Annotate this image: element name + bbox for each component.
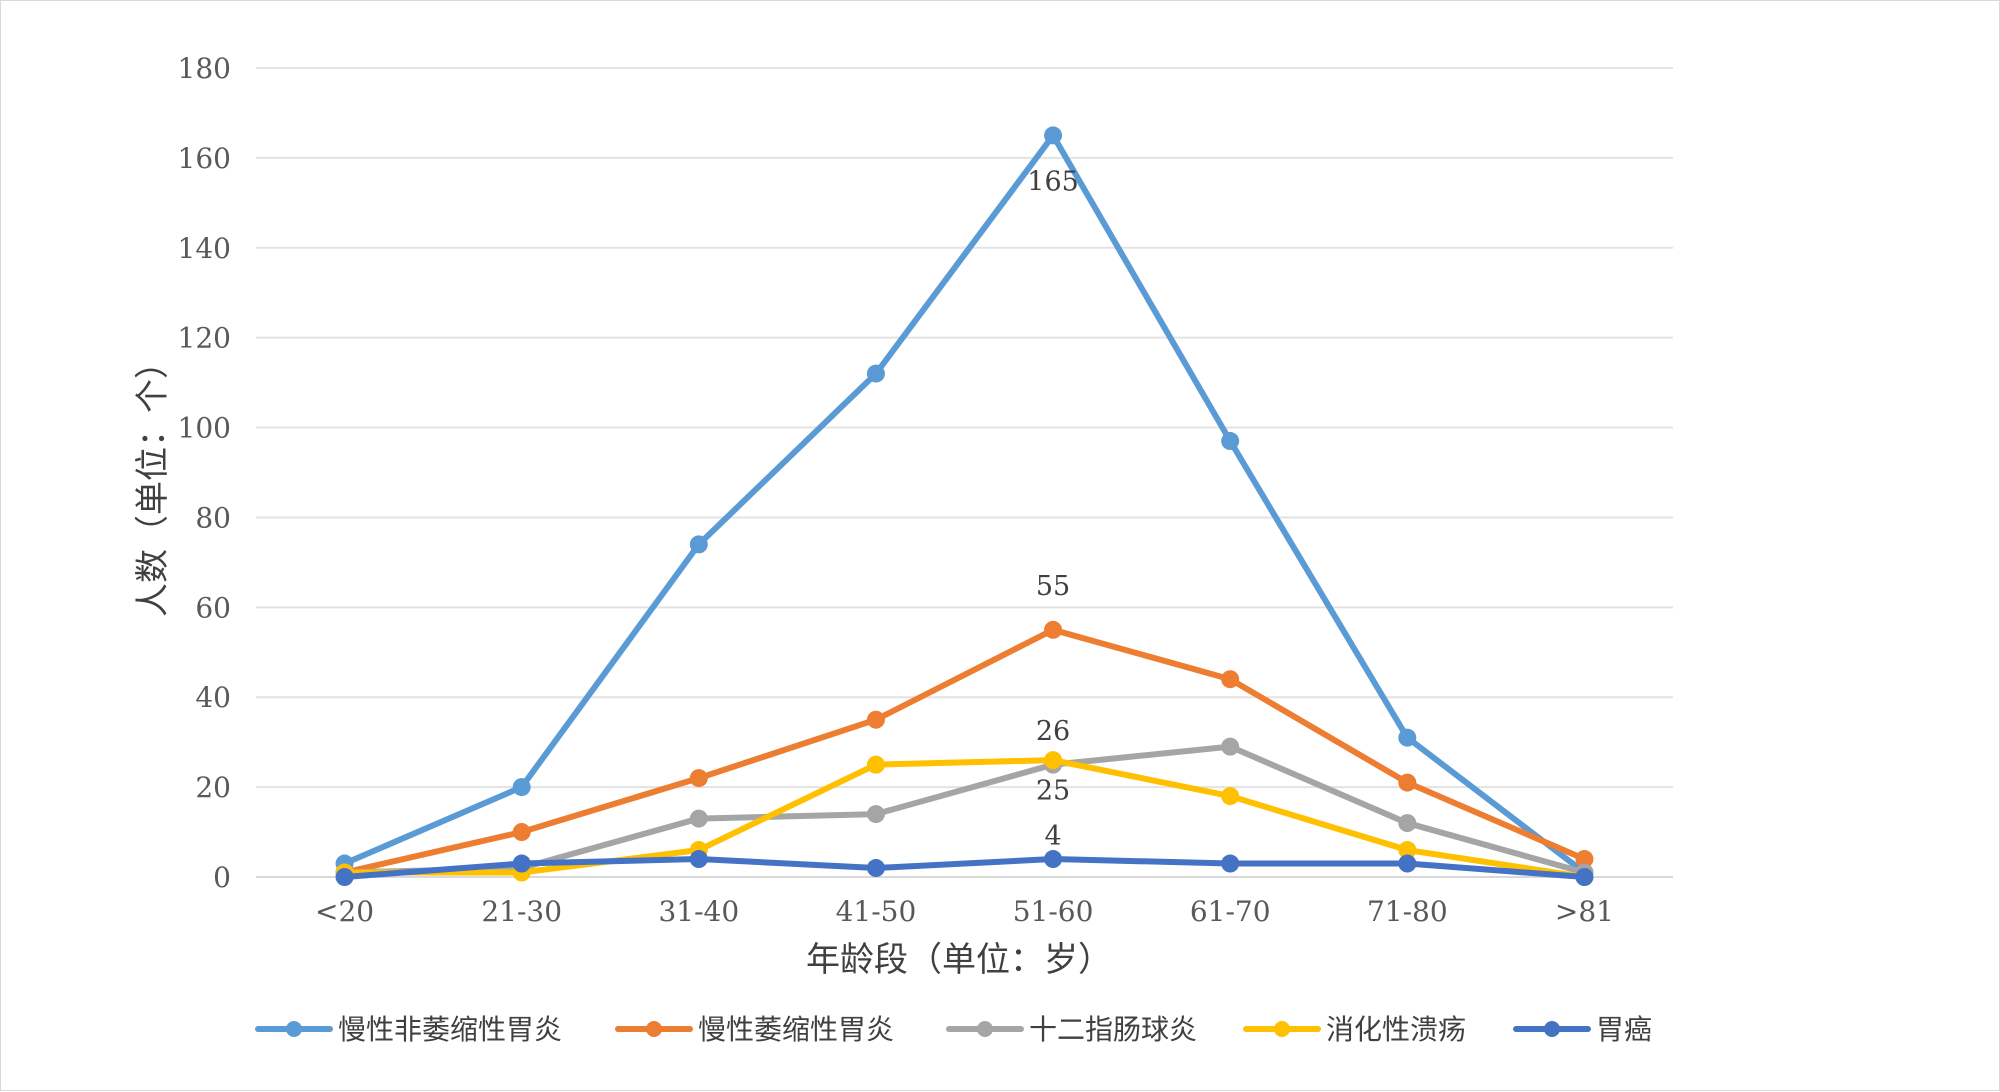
x-tick-label: <20 (315, 895, 374, 928)
y-tick-label: 120 (178, 322, 231, 355)
legend-label: 慢性非萎缩性胃炎 (338, 1013, 562, 1046)
legend: 慢性非萎缩性胃炎 慢性萎缩性胃炎 十二指肠球炎 消化性溃疡 胃癌 (255, 1013, 1652, 1046)
y-tick-label: 100 (178, 412, 231, 445)
data-point (1398, 854, 1417, 873)
legend-label: 消化性溃疡 (1326, 1013, 1466, 1046)
legend-label: 十二指肠球炎 (1029, 1013, 1197, 1046)
legend-label: 慢性萎缩性胃炎 (698, 1013, 894, 1046)
data-point (1221, 670, 1240, 689)
data-point (1221, 737, 1240, 756)
data-point (1044, 620, 1063, 639)
data-label: 55 (1036, 571, 1070, 602)
data-point (335, 868, 354, 886)
legend-marker (1274, 1021, 1290, 1037)
series-line (341, 626, 1588, 876)
data-point (1044, 126, 1063, 145)
legend-marker (977, 1021, 993, 1037)
data-point (1398, 773, 1417, 792)
data-point (1398, 814, 1417, 833)
series-line (341, 757, 1588, 880)
x-tick-label: 31-40 (658, 895, 739, 928)
series-5 (335, 850, 1594, 886)
data-point (1044, 850, 1063, 869)
x-tick-label: >81 (1555, 895, 1614, 928)
x-tick-label: 61-70 (1190, 895, 1271, 928)
data-point (866, 710, 885, 729)
data-point (1221, 854, 1240, 873)
legend-marker (286, 1021, 302, 1037)
data-label: 26 (1036, 716, 1070, 747)
data-point (689, 809, 708, 828)
y-tick-label: 180 (178, 52, 231, 85)
data-point (1044, 751, 1063, 770)
data-point (1398, 841, 1417, 860)
x-axis-title: 年龄段（单位：岁） (806, 940, 1112, 980)
series-lines (335, 126, 1594, 886)
legend-label: 胃癌 (1596, 1013, 1652, 1046)
data-point (1221, 432, 1240, 451)
data-point (512, 854, 531, 873)
series-1 (335, 126, 1594, 882)
gridlines (256, 67, 1673, 878)
y-tick-label: 20 (195, 771, 231, 804)
series-line (341, 743, 1588, 876)
data-point (1221, 787, 1240, 806)
data-point (512, 823, 531, 842)
data-label: 165 (1027, 166, 1079, 197)
series-line (341, 856, 1588, 880)
y-tick-label: 160 (178, 142, 231, 175)
data-point (866, 805, 885, 824)
series-line (341, 132, 1588, 876)
data-label: 4 (1044, 821, 1061, 852)
data-point (1398, 728, 1417, 747)
legend-marker (646, 1021, 662, 1037)
y-tick-label: 40 (195, 681, 231, 714)
data-point (512, 778, 531, 797)
legend-item: 慢性非萎缩性胃炎 (255, 1013, 562, 1046)
data-point (866, 755, 885, 774)
data-point (689, 769, 708, 788)
legend-item: 十二指肠球炎 (946, 1013, 1197, 1046)
x-axis-ticks: <20 21-30 31-40 41-50 51-60 61-70 71-80 >81 (315, 895, 1614, 928)
data-point (689, 535, 708, 554)
x-tick-label: 51-60 (1013, 895, 1094, 928)
legend-marker (1544, 1021, 1560, 1037)
y-tick-label: 60 (195, 591, 231, 624)
y-tick-label: 0 (213, 861, 231, 894)
legend-item: 慢性萎缩性胃炎 (615, 1013, 894, 1046)
y-axis-title: 人数（单位：个） (133, 345, 173, 617)
y-tick-label: 140 (178, 232, 231, 265)
data-point (1575, 850, 1594, 869)
data-point (1575, 868, 1594, 886)
data-label: 25 (1036, 776, 1070, 807)
data-point (866, 859, 885, 878)
data-labels: 165 55 25 26 4 (1027, 166, 1079, 852)
legend-item: 消化性溃疡 (1243, 1013, 1466, 1046)
legend-item: 胃癌 (1513, 1013, 1652, 1046)
data-point (689, 850, 708, 869)
x-tick-label: 21-30 (481, 895, 562, 928)
x-tick-label: 71-80 (1367, 895, 1448, 928)
x-tick-label: 41-50 (836, 895, 917, 928)
y-axis-ticks: 0 20 40 60 80 100 120 140 160 180 (178, 52, 231, 894)
y-tick-label: 80 (195, 501, 231, 534)
data-point (866, 364, 885, 383)
